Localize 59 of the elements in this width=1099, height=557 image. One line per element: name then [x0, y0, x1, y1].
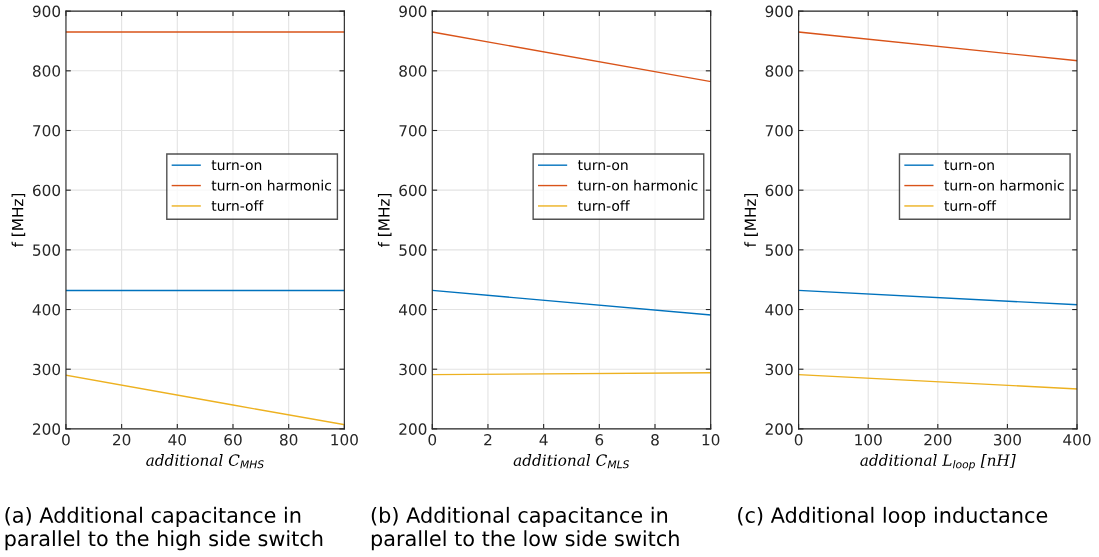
y-tick-label: 800 — [765, 65, 793, 77]
y-tick-label: 400 — [399, 304, 427, 316]
x-tick-label: 80 — [279, 434, 298, 446]
x-tick-label: 6 — [595, 434, 604, 446]
text: (b) Additional capacitance in parallel to the low side switch — [371, 506, 679, 551]
legend-label: turn-on — [944, 160, 994, 171]
x-tick-label: 40 — [168, 434, 187, 446]
legend-label: turn-on harmonic — [577, 179, 698, 191]
y-axis-title: f [MHz] — [11, 193, 26, 248]
legend-label: turn-on — [211, 160, 262, 171]
y-axis-title: f [MHz] — [377, 193, 392, 248]
x-tick-label: 0 — [428, 434, 437, 446]
y-tick-label: 600 — [32, 184, 61, 197]
legend-label: turn-off — [211, 200, 264, 212]
y-tick-label: 900 — [399, 5, 427, 18]
y-tick-label: 900 — [765, 5, 793, 18]
x-tick-label: 100 — [855, 434, 882, 446]
y-tick-label: 500 — [33, 244, 61, 256]
y-tick-label: 500 — [765, 244, 793, 256]
y-tick-label: 600 — [399, 184, 427, 197]
y-axis-title: f [MHz] — [744, 193, 758, 248]
y-tick-label: 700 — [765, 124, 793, 137]
legend-label: turn-off — [577, 200, 630, 212]
y-tick-label: 200 — [33, 423, 61, 435]
y-tick-label: 300 — [33, 363, 61, 376]
y-tick-label: 600 — [765, 184, 793, 197]
legend-label: turn-on harmonic — [944, 179, 1064, 191]
x-tick-label: 400 — [1063, 434, 1091, 446]
x-tick-label: 0 — [794, 434, 803, 446]
y-tick-label: 500 — [399, 244, 427, 256]
x-axis-title: additional C$_{MLS}$ — [513, 454, 630, 469]
text: (a) Additional capacitance in parallel to the high side switch — [5, 506, 323, 551]
x-tick-label: 300 — [994, 434, 1021, 446]
x-tick-label: 20 — [113, 434, 131, 446]
y-tick-label: 700 — [33, 124, 61, 137]
legend-label: turn-on — [577, 160, 628, 171]
x-tick-label: 8 — [651, 434, 659, 446]
x-tick-label: 60 — [224, 434, 242, 446]
y-tick-label: 200 — [765, 423, 793, 435]
x-axis-title: additional L$_{loop}$ [nH] — [860, 454, 1016, 471]
x-tick-label: 10 — [702, 434, 720, 446]
y-tick-label: 800 — [32, 65, 61, 77]
x-tick-label: 2 — [484, 434, 492, 446]
y-tick-label: 800 — [399, 65, 427, 77]
x-tick-label: 200 — [924, 434, 952, 446]
x-tick-label: 0 — [62, 434, 70, 446]
y-tick-label: 200 — [399, 423, 427, 435]
legend-label: turn-off — [944, 200, 997, 212]
y-tick-label: 900 — [32, 5, 61, 18]
y-tick-label: 400 — [765, 304, 793, 316]
y-tick-label: 300 — [765, 363, 793, 376]
x-tick-label: 100 — [331, 434, 358, 446]
y-tick-label: 300 — [399, 363, 427, 376]
y-tick-label: 700 — [399, 124, 427, 137]
y-tick-label: 400 — [32, 304, 61, 316]
x-axis-title: additional C$_{MHS}$ — [146, 454, 264, 469]
text: (c) Additional loop inductance — [738, 506, 1048, 528]
x-tick-label: 4 — [539, 434, 548, 446]
legend-label: turn-on harmonic — [211, 179, 331, 191]
